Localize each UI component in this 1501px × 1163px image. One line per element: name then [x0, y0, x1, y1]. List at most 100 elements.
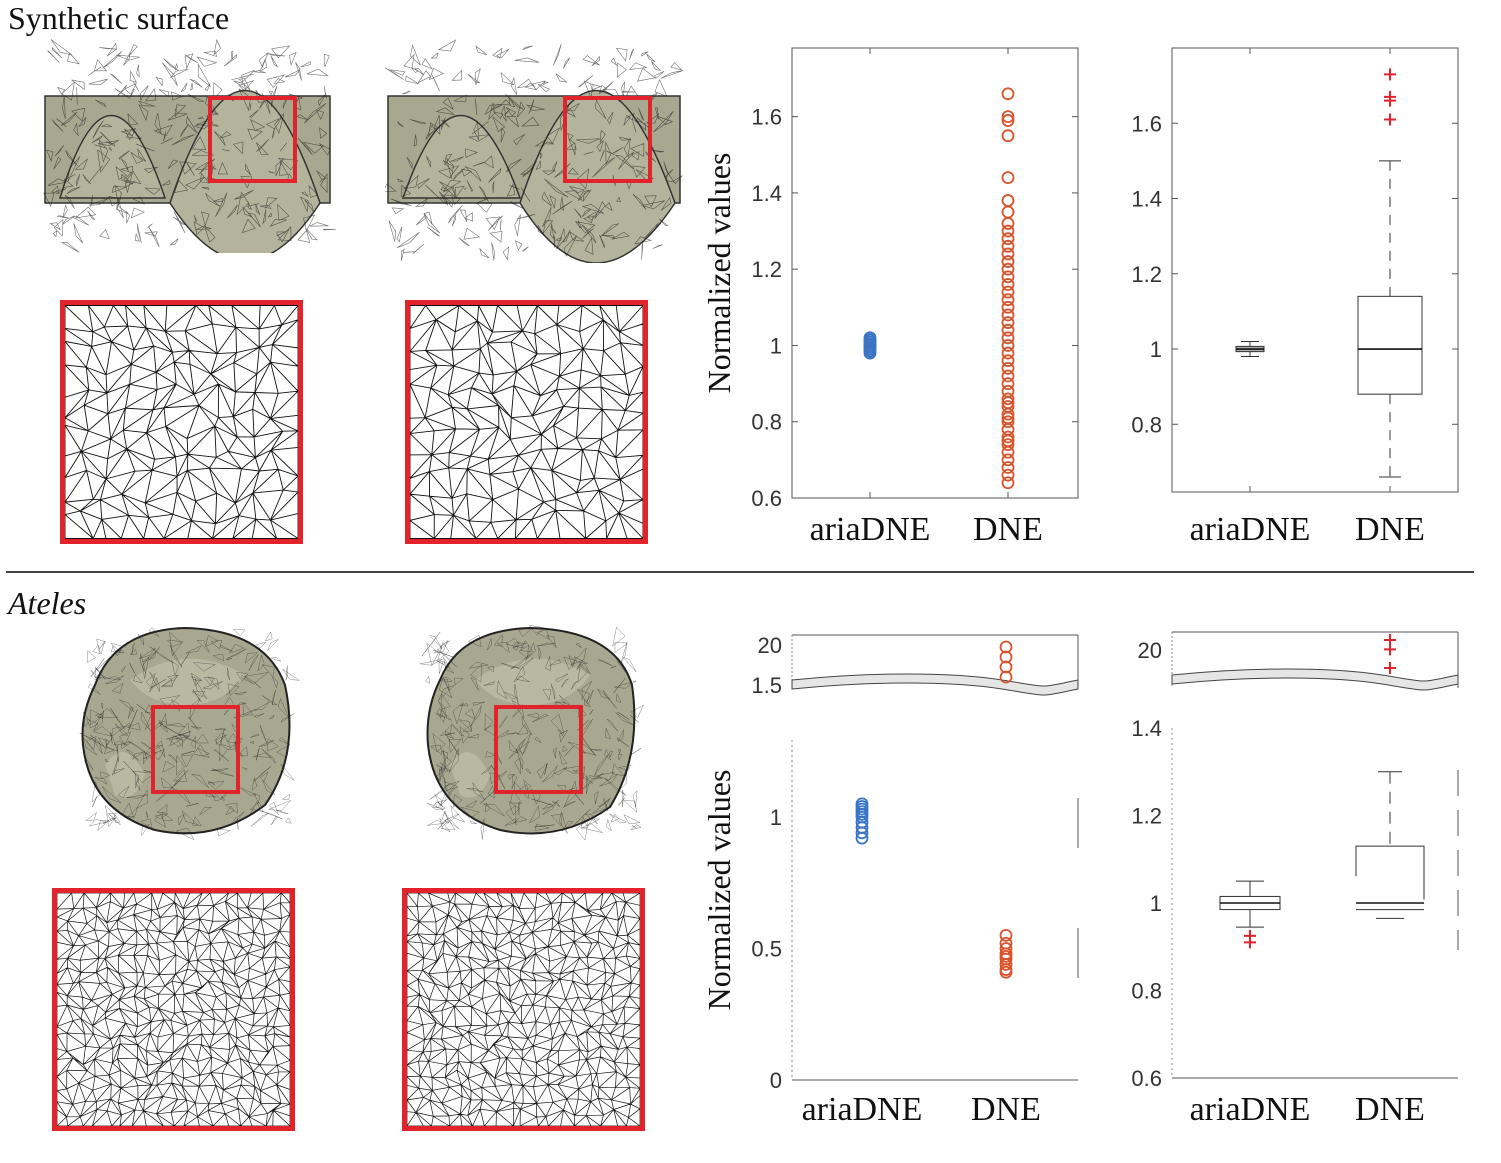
y-tick-label: 1	[770, 805, 782, 830]
data-point-dne	[1001, 438, 1015, 452]
data-point-dne	[1001, 461, 1015, 474]
triangle-mesh-closeup	[407, 893, 640, 1126]
synthetic-zoom-panel-2	[405, 300, 648, 544]
y-tick-label: 1	[770, 333, 782, 358]
ateles-boxplot-chart: 20 0.6 0.8 1 1.2 1.4 ariaDNE DNE	[1110, 620, 1480, 1140]
y-tick-label: 0.8	[751, 410, 782, 435]
data-point-dne	[1001, 316, 1015, 329]
data-point-dne	[1001, 110, 1015, 124]
mesh-edge-path	[79, 626, 300, 841]
mesh-edges	[65, 305, 298, 539]
mesh-edge-path	[382, 39, 684, 261]
ateles-tooth-mesh-1	[75, 625, 300, 841]
section-divider	[6, 571, 1474, 573]
data-point-dne	[1001, 129, 1015, 143]
y-tick-label: 1.4	[1131, 187, 1162, 212]
mesh-edge-path	[43, 39, 336, 253]
box-dne	[1357, 295, 1423, 395]
y-axis-label: Normalized values	[701, 153, 737, 394]
data-point-dne	[1001, 255, 1015, 268]
y-tick-label: 1.5	[751, 673, 782, 698]
ateles-scatter-chart: 1.5 20 0 0.5 1 ariaDNE DNE Normalized values	[700, 620, 1100, 1140]
data-point-dne-outlier	[999, 670, 1013, 684]
data-point-dne	[1001, 476, 1015, 490]
data-point-dne	[999, 936, 1013, 950]
data-point-dne	[1001, 346, 1015, 360]
synthetic-surface-mesh-2	[382, 38, 685, 264]
y-tick-label: 0.6	[751, 486, 782, 511]
ateles-zoom-panel-1	[52, 888, 295, 1131]
data-point-dne	[1001, 331, 1015, 345]
data-point-dne	[1001, 232, 1015, 246]
y-tick-label: 1	[1150, 337, 1162, 362]
data-point-dne-outlier	[999, 650, 1013, 664]
data-point-dne-outlier	[999, 640, 1013, 654]
y-tick-label: 1.6	[1131, 111, 1162, 136]
y-tick-label: 1	[1150, 891, 1162, 916]
data-point-dne	[1001, 270, 1015, 284]
data-point-dne	[1001, 377, 1015, 390]
synthetic-surface-render	[43, 39, 336, 262]
x-category-label-dne: DNE	[1355, 1091, 1425, 1128]
y-tick-label: 1.2	[1131, 262, 1162, 287]
outlier-dne	[1384, 90, 1396, 103]
tooth-render	[79, 626, 300, 841]
section-title-ateles: Ateles	[8, 585, 87, 621]
data-point-dne	[1001, 293, 1015, 307]
data-point-dne	[1001, 415, 1015, 429]
data-point-dne	[1001, 392, 1015, 406]
mesh-edge-path	[410, 305, 643, 539]
y-tick-label: 0	[770, 1068, 782, 1093]
data-point-dne	[1001, 239, 1015, 253]
synthetic-surface-render	[382, 39, 684, 264]
y-tick-label: 1.2	[751, 257, 782, 282]
data-point-dne	[1001, 361, 1015, 375]
data-point-dne	[1001, 323, 1015, 337]
data-point-ariadne	[855, 797, 869, 811]
outlier-dne	[1384, 113, 1396, 126]
x-category-label-dne: DNE	[1355, 511, 1425, 548]
x-category-label-ariadne: ariaDNE	[810, 511, 931, 548]
y-tick-label: 0.8	[1131, 412, 1162, 437]
zoom-region-box	[563, 96, 652, 183]
synthetic-zoom-panel-1	[60, 300, 303, 544]
synthetic-boxplot-chart: 0.8 1 1.2 1.4 1.6 ariaDNE DNE	[1110, 40, 1480, 560]
outlier-dne	[1384, 634, 1396, 646]
zoom-region-box	[494, 705, 583, 794]
y-tick-label: 20	[1138, 638, 1162, 663]
y-tick-label: 1.4	[751, 181, 782, 206]
mesh-edge-path	[407, 893, 640, 1126]
data-point-dne	[999, 928, 1013, 942]
ateles-zoom-panel-2	[402, 888, 645, 1131]
data-point-dne	[1001, 400, 1015, 413]
x-category-label-dne: DNE	[971, 1091, 1041, 1128]
synthetic-scatter-plot: 0.6 0.8 1 1.2 1.4 1.6 ariaDNE DNE Normalized val…	[701, 47, 1079, 548]
y-axis-label: Normalized values	[701, 770, 737, 1011]
ateles-tooth-mesh-2	[420, 624, 645, 841]
data-point-dne	[1001, 468, 1015, 482]
mesh-edges	[410, 305, 643, 539]
outlier-ariadne	[1244, 929, 1256, 942]
mesh-edges	[57, 893, 290, 1126]
y-tick-label: 20	[758, 633, 782, 658]
data-point-dne	[1001, 300, 1015, 314]
data-point-dne	[1001, 453, 1015, 467]
plot-frame	[1171, 47, 1459, 493]
data-point-dne	[1001, 194, 1015, 207]
x-category-label-ariadne: ariaDNE	[1190, 511, 1311, 548]
data-point-dne	[1001, 87, 1015, 101]
y-tick-label: 1.6	[751, 105, 782, 130]
data-point-dne	[1001, 114, 1015, 127]
data-point-dne	[1001, 262, 1015, 276]
y-tick-label: 1.4	[1131, 716, 1162, 741]
ateles-box-plot: 20 0.6 0.8 1 1.2 1.4 ariaDNE DNE	[1131, 631, 1459, 1128]
y-tick-label: 0.5	[751, 937, 782, 962]
ateles-scatter-plot: 1.5 20 0 0.5 1 ariaDNE DNE Normalized values	[701, 633, 1079, 1128]
y-tick-label: 0.8	[1131, 979, 1162, 1004]
synthetic-scatter-chart: 0.6 0.8 1 1.2 1.4 1.6 ariaDNE DNE Normalized val…	[700, 40, 1100, 560]
x-category-label-ariadne: ariaDNE	[1190, 1091, 1311, 1128]
y-tick-label: 1.2	[1131, 804, 1162, 829]
x-category-label-dne: DNE	[973, 511, 1043, 548]
data-point-dne	[1001, 171, 1015, 185]
mesh-edge-path	[65, 305, 298, 539]
